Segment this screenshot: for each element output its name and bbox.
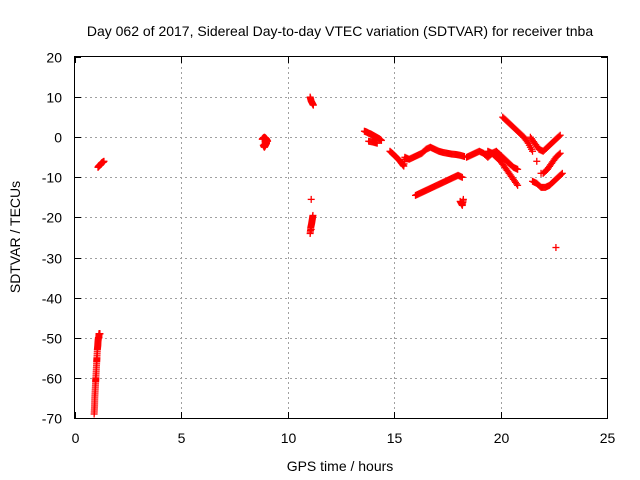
plot-frame bbox=[74, 56, 608, 419]
data-point bbox=[309, 101, 317, 109]
data-point bbox=[93, 348, 101, 362]
x-tick-label: 15 bbox=[387, 430, 403, 446]
data-point bbox=[548, 155, 559, 167]
axis-ticks: 0 5 10 15 20 25 20 10 0 -10 -20 -30 -40 -50 -60 -70 bbox=[42, 50, 616, 447]
y-tick-label: 20 bbox=[46, 50, 62, 66]
y-tick-label: -20 bbox=[42, 210, 62, 226]
data-point bbox=[539, 144, 550, 155]
grid bbox=[75, 57, 607, 418]
data-point bbox=[458, 173, 466, 181]
data-point bbox=[554, 170, 565, 181]
data-point bbox=[424, 184, 435, 193]
y-tick-label: -30 bbox=[42, 251, 62, 267]
data-point bbox=[373, 139, 381, 147]
data-markers bbox=[90, 93, 566, 418]
x-tick-label: 20 bbox=[494, 430, 510, 446]
x-tick-label: 25 bbox=[600, 430, 616, 446]
y-tick-label: -50 bbox=[42, 331, 62, 347]
y-axis-label: SDTVAR / TECUs bbox=[7, 181, 23, 293]
data-point bbox=[514, 181, 522, 189]
data-point bbox=[514, 165, 522, 173]
data-point bbox=[558, 169, 566, 177]
data-point bbox=[556, 131, 564, 139]
y-tick-label: -10 bbox=[42, 170, 62, 186]
data-point bbox=[509, 175, 521, 188]
x-tick-label: 0 bbox=[72, 430, 80, 446]
data-point bbox=[377, 136, 385, 144]
y-tick-label: -40 bbox=[42, 291, 62, 307]
data-point bbox=[526, 133, 538, 146]
data-point bbox=[505, 169, 516, 182]
y-tick-label: -60 bbox=[42, 371, 62, 387]
x-axis-label: GPS time / hours bbox=[287, 458, 394, 474]
data-point bbox=[524, 139, 535, 153]
y-tick-label: -70 bbox=[42, 411, 62, 427]
data-point bbox=[100, 157, 108, 165]
data-point bbox=[307, 225, 315, 233]
data-point bbox=[96, 330, 104, 338]
x-tick-label: 5 bbox=[178, 430, 186, 446]
data-point bbox=[501, 163, 512, 176]
data-point bbox=[520, 133, 531, 146]
data-point bbox=[309, 211, 317, 219]
data-point bbox=[459, 195, 467, 203]
data-point bbox=[552, 244, 560, 252]
data-point bbox=[529, 147, 537, 155]
data-point bbox=[263, 139, 271, 147]
data-point bbox=[454, 171, 465, 181]
y-tick-label: 10 bbox=[46, 90, 62, 106]
data-point bbox=[492, 153, 504, 164]
x-tick-label: 10 bbox=[281, 430, 297, 446]
y-tick-label: 0 bbox=[54, 130, 62, 146]
chart-title: Day 062 of 2017, Sidereal Day-to-day VTE… bbox=[87, 23, 594, 39]
data-point bbox=[533, 157, 541, 165]
data-point bbox=[556, 149, 564, 157]
data-point bbox=[307, 195, 315, 203]
